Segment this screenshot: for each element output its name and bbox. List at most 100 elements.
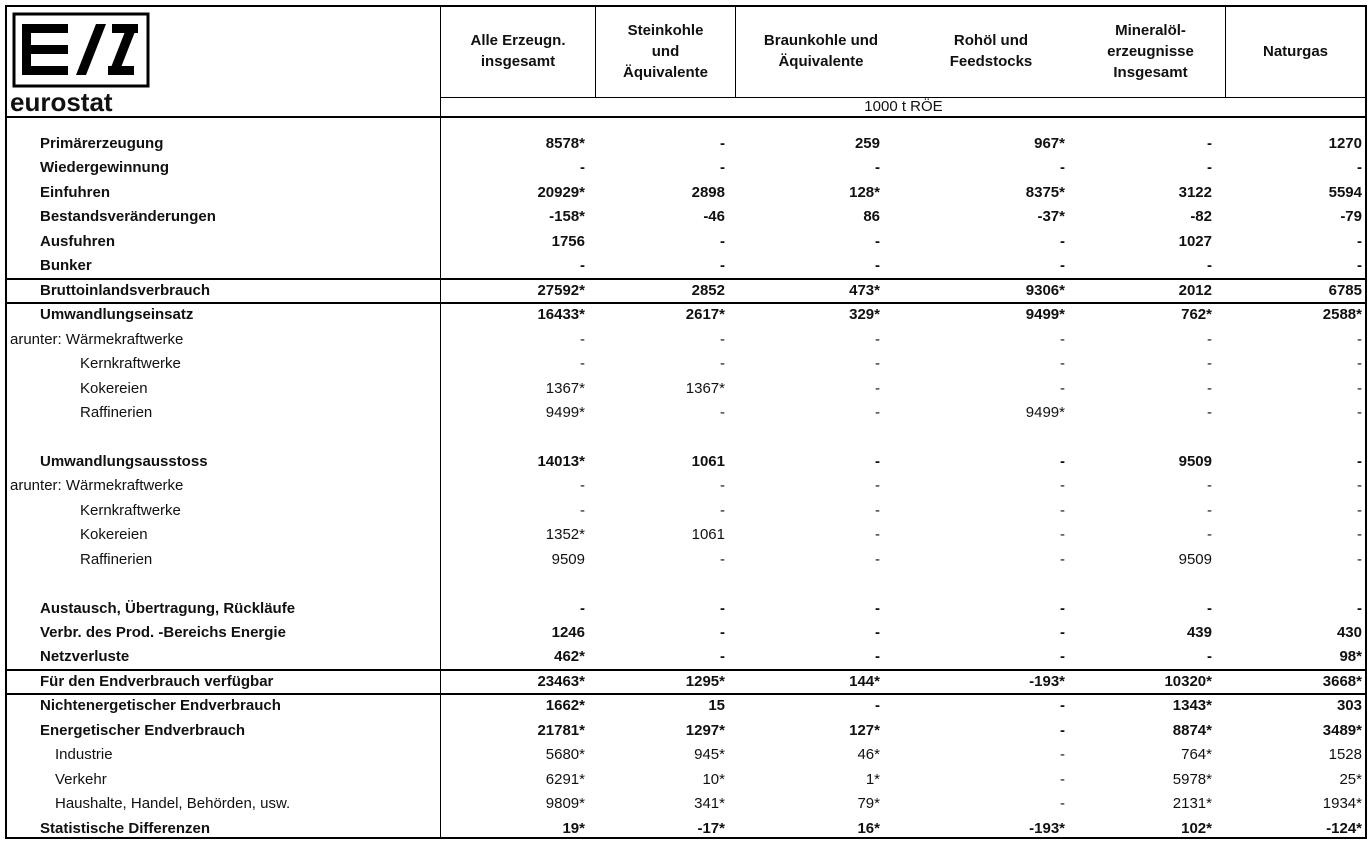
value: - [875,403,880,421]
value: - [580,159,585,177]
value: 127* [849,721,880,739]
value: - [1207,599,1212,617]
row-label: Raffinerien [80,403,153,421]
value: 9499* [1025,403,1065,421]
value: - [1060,697,1065,715]
value: 5680* [545,746,585,764]
value: 1295* [685,672,725,690]
value: 16433* [537,306,585,324]
row-label: Bruttoinlandsverbrauch [40,281,211,299]
row-label: arunter: Wärmekraftwerke [10,330,184,348]
value: - [1207,526,1212,544]
value: - [1207,257,1212,275]
value: - [1357,379,1362,397]
row-label: Statistische Differenzen [40,819,211,837]
value: 1270 [1328,135,1362,152]
value: 23463* [537,672,585,690]
row-label: Bestandsveränderungen [40,208,216,226]
row-label: Austausch, Übertragung, Rückläufe [40,599,296,617]
row-label: Umwandlungsausstoss [40,452,208,470]
border [1225,5,1226,97]
value: - [875,330,880,348]
value: - [1060,232,1065,250]
value: 3668* [1322,672,1362,690]
value: - [1357,550,1362,568]
value: 1367* [545,379,585,397]
value: - [720,330,725,348]
row-label: Umwandlungseinsatz [40,306,194,324]
column-header: Steinkohle und Äquivalente [622,21,709,81]
value: 1* [865,770,880,788]
value: 9509 [1178,452,1212,470]
value: - [1060,624,1065,641]
value: - [720,159,725,177]
unit: 1000 t RÖE [864,98,943,115]
value: - [720,135,725,152]
logo-mark [12,12,150,88]
value: 1297* [685,721,725,739]
value: - [875,599,880,617]
column-header: Naturgas [1262,42,1329,60]
value: - [1207,330,1212,348]
row-label: Kokereien [80,526,148,544]
value: - [875,501,880,519]
value: - [1207,477,1212,495]
row-label: Raffinerien [80,550,153,568]
value: 8578* [545,135,585,152]
value: - [720,355,725,373]
border [5,837,1367,839]
value: - [1060,648,1065,666]
value: - [1357,452,1362,470]
value: -193* [1029,819,1065,837]
row-label: Bunker [40,257,92,275]
row-border [5,668,1367,671]
row-label: Kernkraftwerke [80,501,181,519]
value: 9499* [545,403,585,421]
row-label: Primärerzeugung [40,135,164,152]
row-label: Netzverluste [40,648,130,666]
value: -37* [1037,208,1065,226]
value: - [720,624,725,641]
row-label: Verbr. des Prod. -Bereichs Energie [40,624,286,641]
value: 19* [562,819,585,837]
column-header: Rohöl und Feedstocks [949,32,1033,70]
value: 1662* [545,697,585,715]
value: - [1207,501,1212,519]
value: 2588* [1322,306,1362,324]
value: 128* [849,183,880,201]
row-label: Verkehr [55,770,107,788]
logo-text: eurostat [10,87,113,117]
border [735,5,736,97]
value: - [1207,135,1212,152]
value: - [875,697,880,715]
value: -124* [1326,819,1362,837]
value: 1367* [685,379,725,397]
value: - [720,550,725,568]
value: - [580,257,585,275]
value: - [720,232,725,250]
value: - [580,477,585,495]
value: 16* [857,819,880,837]
value: 98* [1339,648,1362,666]
value: 9499* [1025,306,1065,324]
value: - [1060,526,1065,544]
value: - [1060,257,1065,275]
value: 6785 [1328,281,1362,299]
value: - [580,330,585,348]
value: 764* [1181,746,1212,764]
value: 9306* [1025,281,1065,299]
value: 430 [1336,624,1362,641]
value: 2617* [685,306,725,324]
value: - [720,257,725,275]
value: 1934* [1322,795,1362,813]
value: 1061 [691,452,725,470]
value: 5594 [1328,183,1362,201]
value: - [1357,403,1362,421]
value: - [1357,477,1362,495]
border [5,5,7,839]
value: - [1357,232,1362,250]
value: 9809* [545,795,585,813]
value: 1061 [691,526,725,544]
value: - [1060,159,1065,177]
value: - [1060,501,1065,519]
